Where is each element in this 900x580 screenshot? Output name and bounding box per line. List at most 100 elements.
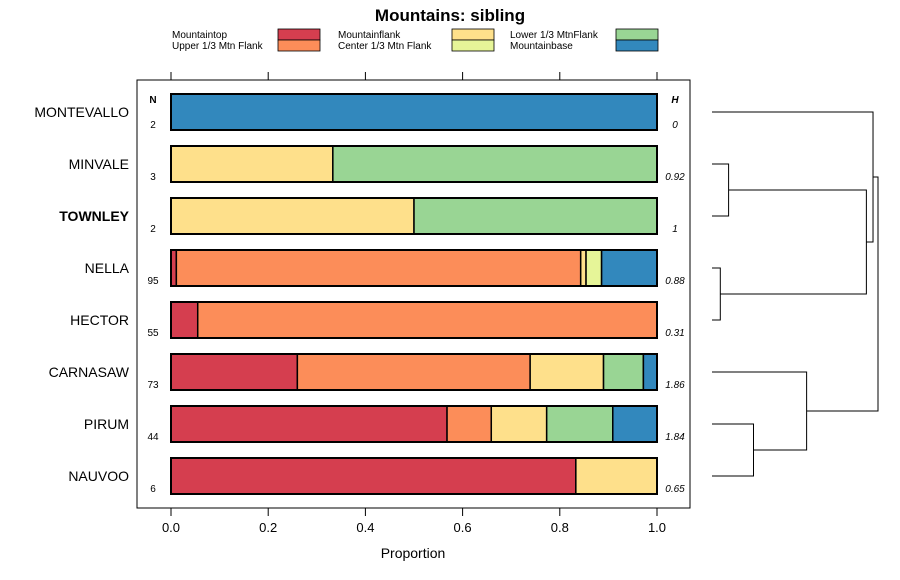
legend-swatch [277, 39, 321, 52]
dendrogram [712, 111, 879, 477]
x-axis: 0.0 0.2 0.4 0.6 0.8 1.0 [162, 72, 666, 535]
legend-item-mountainflank: Mountainflank [338, 28, 495, 41]
row-label: MINVALE [69, 156, 129, 172]
legend-item-mountainbase: Mountainbase [510, 39, 659, 52]
legend-label: Mountainflank [338, 30, 401, 41]
x-tick-label: 0.4 [356, 520, 374, 535]
row-label: PIRUM [84, 416, 129, 432]
x-tick-label: 0.0 [162, 520, 180, 535]
row-label: CARNASAW [49, 364, 130, 380]
row-label: MONTEVALLO [34, 104, 129, 120]
row-h-value: 1 [672, 224, 678, 235]
legend-label: Center 1/3 Mtn Flank [338, 41, 432, 52]
row-h-value: 1.84 [665, 432, 685, 443]
dendrogram-branch [720, 189, 867, 295]
bar-outline [170, 249, 658, 287]
bar-segment-mountainbase [642, 353, 658, 391]
row-n-value: 2 [150, 120, 156, 131]
plot-frame [136, 79, 691, 509]
legend-item-lower-1-3-mtnflank: Lower 1/3 MtnFlank [510, 28, 659, 41]
row-carnasaw: CARNASAW 73 1.86 [49, 353, 685, 391]
row-nella: NELLA 95 0.88 [85, 249, 685, 287]
bar-rows: MONTEVALLO 2 0 MINVALE 3 0.92 TOWNLEY 2 1 NELLA 95… [34, 93, 685, 495]
legend-label: Mountaintop [172, 30, 227, 41]
legend-swatch [615, 39, 659, 52]
bar-outline [170, 353, 658, 391]
bar-segment-lower-1-3-mtnflank [332, 145, 658, 183]
dendrogram-branch [712, 163, 730, 217]
bar-segment-mountainflank [579, 249, 587, 287]
row-n-value: 6 [150, 484, 156, 495]
row-label: TOWNLEY [59, 208, 129, 224]
row-minvale: MINVALE 3 0.92 [69, 145, 685, 183]
dendrogram-branch [712, 371, 808, 451]
bar-outline [170, 405, 658, 443]
row-h-value: 0.65 [665, 484, 685, 495]
chart-title: Mountains: sibling [375, 6, 525, 25]
bar-segment-mountainflank [170, 145, 334, 183]
bar-outline [170, 457, 658, 495]
row-pirum: PIRUM 44 1.84 [84, 405, 685, 443]
row-n-value: 44 [147, 432, 159, 443]
dendrogram-branch [712, 267, 721, 321]
dendrogram-branch [712, 423, 754, 477]
row-h-value: 1.86 [665, 380, 685, 391]
bar-segment-mountaintop [170, 353, 299, 391]
x-tick-label: 0.6 [454, 520, 472, 535]
row-h-value: 0.31 [665, 328, 684, 339]
bar-segment-mountaintop [170, 301, 199, 339]
bar-segment-mountainflank [529, 353, 605, 391]
bar-segment-mountainflank [575, 457, 658, 495]
bar-segment-upper-1-3-mtn-flank [196, 301, 658, 339]
x-axis-title: Proportion [381, 545, 446, 561]
legend-swatch [277, 28, 321, 41]
legend-label: Upper 1/3 Mtn Flank [172, 41, 264, 52]
n-column-header: N [149, 95, 156, 106]
row-townley: TOWNLEY 2 1 [59, 197, 678, 235]
bar-segment-mountaintop [170, 405, 448, 443]
row-nauvoo: NAUVOO 6 0.65 [68, 457, 685, 495]
bar-segment-mountainbase [170, 93, 658, 131]
bar-segment-upper-1-3-mtn-flank [446, 405, 493, 443]
row-n-value: 73 [147, 380, 159, 391]
row-h-value: 0 [672, 120, 678, 131]
bar-segment-lower-1-3-mtnflank [602, 353, 645, 391]
bar-outline [170, 93, 658, 131]
bar-segment-mountainbase [612, 405, 658, 443]
h-column-header: H [671, 95, 679, 106]
bar-segment-mountainflank [490, 405, 548, 443]
legend-item-upper-1-3-mtn-flank: Upper 1/3 Mtn Flank [172, 39, 321, 52]
legend-label: Mountainbase [510, 41, 573, 52]
bar-segment-mountainbase [600, 249, 658, 287]
row-h-value: 0.92 [665, 172, 685, 183]
row-montevallo: MONTEVALLO 2 0 [34, 93, 678, 131]
legend-swatch [451, 28, 495, 41]
row-n-value: 3 [150, 172, 156, 183]
row-label: NAUVOO [68, 468, 129, 484]
bar-segment-upper-1-3-mtn-flank [175, 249, 582, 287]
row-hector: HECTOR 55 0.31 [70, 301, 685, 339]
bar-segment-upper-1-3-mtn-flank [296, 353, 531, 391]
row-n-value: 95 [147, 276, 159, 287]
legend-item-center-1-3-mtn-flank: Center 1/3 Mtn Flank [338, 39, 495, 52]
legend-swatch [615, 28, 659, 41]
dendrogram-branch [806, 176, 879, 412]
row-label: NELLA [85, 260, 130, 276]
row-n-value: 2 [150, 224, 156, 235]
bar-segment-lower-1-3-mtnflank [545, 405, 614, 443]
bar-outline [170, 197, 658, 235]
bar-segment-lower-1-3-mtnflank [413, 197, 658, 235]
row-h-value: 0.88 [665, 276, 685, 287]
bar-segment-mountaintop [170, 457, 577, 495]
dendrogram-branch [712, 111, 874, 243]
legend-swatch [451, 39, 495, 52]
row-label: HECTOR [70, 312, 129, 328]
x-tick-label: 1.0 [648, 520, 666, 535]
legend-label: Lower 1/3 MtnFlank [510, 30, 599, 41]
legend-item-mountaintop: Mountaintop [172, 28, 321, 41]
bar-outline [170, 301, 658, 339]
row-n-value: 55 [147, 328, 159, 339]
bar-segment-center-1-3-mtn-flank [585, 249, 603, 287]
